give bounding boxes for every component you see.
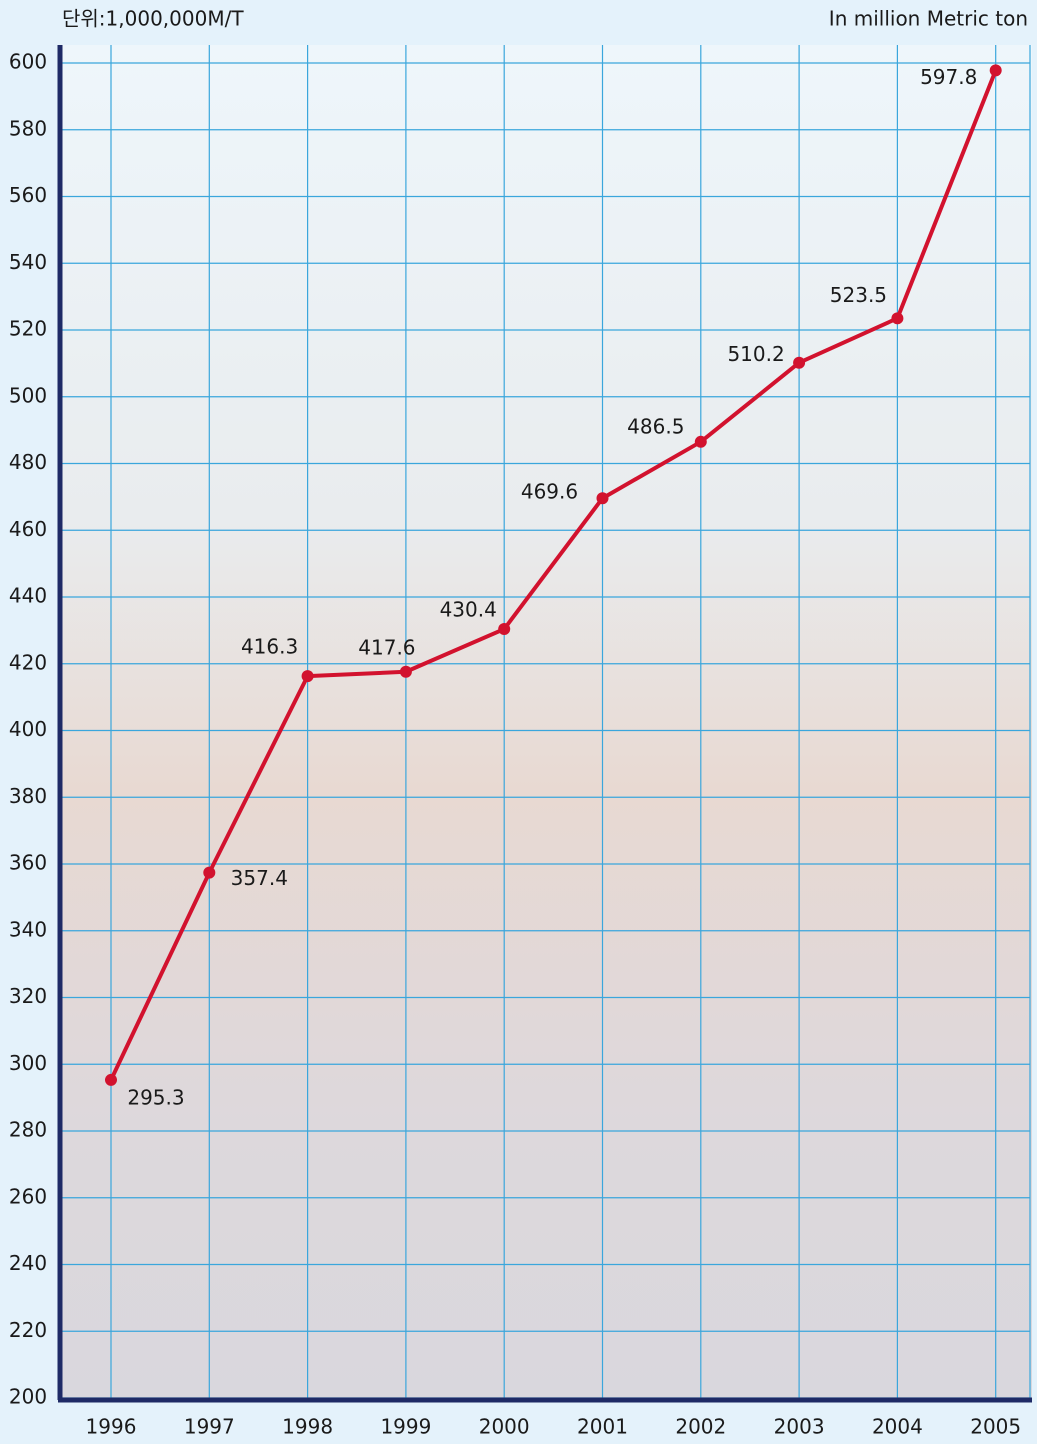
data-point [694, 435, 707, 448]
x-tick-label: 1998 [282, 1415, 333, 1439]
x-tick-label: 1996 [86, 1415, 137, 1439]
y-tick-label: 280 [9, 1118, 47, 1142]
y-tick-label: 400 [9, 717, 47, 741]
unit-label: 단위:1,000,000M/T [62, 7, 244, 31]
data-label: 597.8 [920, 65, 977, 89]
y-tick-label: 440 [9, 584, 47, 608]
y-tick-label: 320 [9, 984, 47, 1008]
y-tick-label: 420 [9, 650, 47, 674]
y-tick-label: 460 [9, 517, 47, 541]
y-tick-label: 260 [9, 1184, 47, 1208]
data-label: 357.4 [231, 866, 288, 890]
data-label: 510.2 [727, 342, 784, 366]
data-label: 486.5 [627, 414, 684, 438]
data-label: 295.3 [127, 1085, 184, 1109]
y-tick-label: 560 [9, 183, 47, 207]
data-point [596, 492, 609, 505]
y-tick-label: 200 [9, 1385, 47, 1409]
data-label: 469.6 [521, 480, 578, 504]
y-tick-label: 520 [9, 317, 47, 341]
data-point [203, 866, 216, 879]
plot-background [60, 45, 1032, 1398]
x-tick-label: 2004 [872, 1415, 923, 1439]
data-point [793, 356, 806, 369]
y-tick-label: 580 [9, 116, 47, 140]
data-point [989, 64, 1002, 77]
data-point [105, 1073, 117, 1086]
x-tick-label: 2005 [970, 1415, 1021, 1439]
data-label: 417.6 [358, 635, 415, 659]
x-tick-label: 2001 [577, 1415, 628, 1439]
y-tick-label: 600 [9, 50, 47, 74]
data-label: 416.3 [241, 635, 298, 659]
y-tick-label: 480 [9, 450, 47, 474]
y-tick-label: 300 [9, 1051, 47, 1075]
data-point [498, 623, 511, 636]
y-tick-label: 240 [9, 1251, 47, 1275]
data-point [891, 312, 904, 325]
y-tick-label: 220 [9, 1318, 47, 1342]
y-tick-label: 500 [9, 383, 47, 407]
x-tick-label: 1999 [380, 1415, 431, 1439]
data-label: 430.4 [440, 598, 497, 622]
data-line [109, 69, 998, 1081]
x-tick-label: 2002 [675, 1415, 726, 1439]
unit-label-en: In million Metric ton [829, 7, 1028, 31]
x-tick-label: 2000 [479, 1415, 530, 1439]
data-point [399, 665, 412, 678]
y-tick-label: 340 [9, 917, 47, 941]
y-tick-label: 380 [9, 784, 47, 808]
x-tick-label: 2003 [774, 1415, 825, 1439]
data-label: 523.5 [830, 283, 887, 307]
x-tick-label: 1997 [184, 1415, 235, 1439]
y-tick-label: 360 [9, 851, 47, 875]
y-tick-label: 540 [9, 250, 47, 274]
data-point [301, 670, 314, 683]
